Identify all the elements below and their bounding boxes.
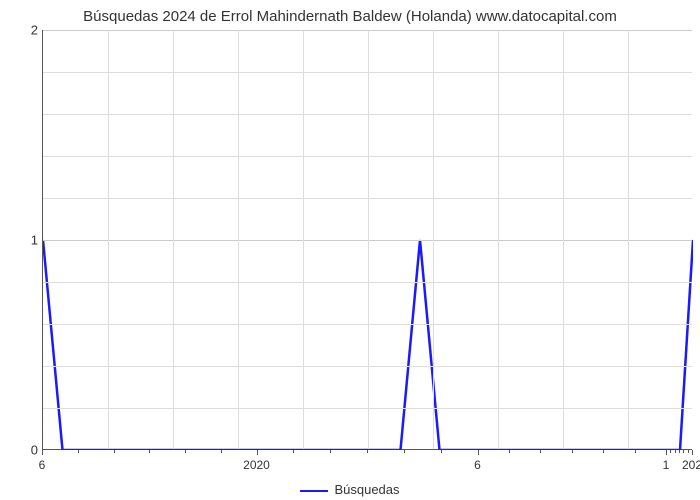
x-tick-minor	[675, 450, 676, 453]
x-tick-minor	[603, 450, 604, 453]
x-tick-minor	[679, 450, 680, 453]
legend-label: Búsquedas	[334, 482, 399, 497]
gridline-v	[303, 30, 304, 449]
gridline-v	[628, 30, 629, 449]
gridline-v	[498, 30, 499, 449]
x-tick-minor	[670, 450, 671, 453]
gridline-v	[173, 30, 174, 449]
x-tick-minor	[404, 450, 405, 453]
gridline-v	[108, 30, 109, 449]
x-axis-label: 202	[682, 458, 700, 472]
x-tick-minor	[683, 450, 684, 453]
x-tick-minor	[114, 450, 115, 453]
x-tick-minor	[330, 450, 331, 453]
gridline-v	[563, 30, 564, 449]
x-tick-major	[692, 450, 693, 455]
plot-area	[42, 30, 692, 450]
x-axis-label: 1	[663, 458, 670, 472]
x-tick-minor	[441, 450, 442, 453]
y-axis-label: 1	[8, 233, 38, 248]
legend: Búsquedas	[0, 482, 700, 497]
x-tick-major	[257, 450, 258, 455]
x-axis-label: 6	[474, 458, 481, 472]
y-axis-label: 2	[8, 23, 38, 38]
x-tick-minor	[540, 450, 541, 453]
gridline-v	[368, 30, 369, 449]
y-axis-label: 0	[8, 443, 38, 458]
gridline-v	[238, 30, 239, 449]
x-axis-label: 6	[39, 458, 46, 472]
x-tick-major	[478, 450, 479, 455]
x-tick-minor	[688, 450, 689, 453]
x-tick-minor	[78, 450, 79, 453]
x-tick-major	[666, 450, 667, 455]
gridline-v	[433, 30, 434, 449]
x-tick-minor	[635, 450, 636, 453]
x-tick-minor	[149, 450, 150, 453]
x-tick-minor	[367, 450, 368, 453]
x-tick-minor	[293, 450, 294, 453]
x-tick-minor	[221, 450, 222, 453]
legend-swatch	[300, 490, 328, 492]
x-tick-minor	[572, 450, 573, 453]
chart-title: Búsquedas 2024 de Errol Mahindernath Bal…	[0, 8, 700, 25]
x-tick-minor	[185, 450, 186, 453]
x-tick-minor	[509, 450, 510, 453]
x-axis-label: 2020	[243, 458, 270, 472]
x-tick-major	[42, 450, 43, 455]
